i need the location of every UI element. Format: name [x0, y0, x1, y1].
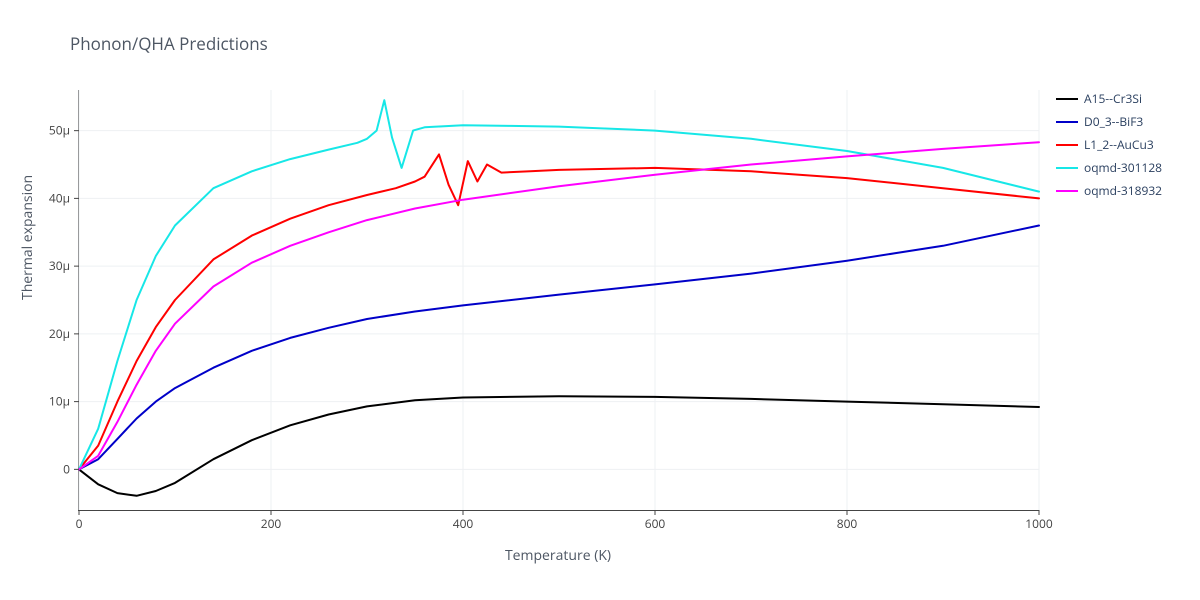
legend-item[interactable]: L1_2--AuCu3 [1056, 136, 1162, 153]
x-tick-label: 0 [76, 515, 83, 532]
x-tick-label: 200 [261, 515, 282, 532]
legend-item[interactable]: A15--Cr3Si [1056, 90, 1162, 107]
series-line[interactable] [79, 154, 1039, 469]
legend-swatch [1056, 98, 1078, 100]
legend-label: A15--Cr3Si [1084, 90, 1142, 107]
plot-area[interactable]: 010μ20μ30μ40μ50μ 02004006008001000 [78, 90, 1039, 511]
y-axis-label: Thermal expansion [18, 175, 37, 300]
legend-item[interactable]: oqmd-301128 [1056, 159, 1162, 176]
legend: A15--Cr3Si D0_3--BiF3 L1_2--AuCu3 oqmd-3011… [1056, 90, 1162, 205]
legend-item[interactable]: D0_3--BiF3 [1056, 113, 1162, 130]
y-ticks: 0 10μ 20μ 30μ 40μ 50μ [49, 122, 79, 478]
x-axis-label: Temperature (K) [78, 546, 1038, 565]
y-tick-label: 30μ [49, 257, 70, 274]
x-tick-label: 600 [645, 515, 666, 532]
legend-swatch [1056, 167, 1078, 169]
legend-label: L1_2--AuCu3 [1084, 136, 1154, 153]
series-line[interactable] [79, 226, 1039, 470]
y-tick-label: 50μ [49, 122, 70, 139]
y-tick-label: 20μ [49, 325, 70, 342]
x-tick-label: 400 [453, 515, 474, 532]
y-tick-label: 0 [63, 460, 70, 477]
x-ticks: 0 200 400 600 800 1000 [76, 510, 1053, 532]
plot-svg: 010μ20μ30μ40μ50μ 02004006008001000 [79, 90, 1039, 510]
legend-swatch [1056, 190, 1078, 192]
legend-item[interactable]: oqmd-318932 [1056, 182, 1162, 199]
legend-swatch [1056, 144, 1078, 146]
x-tick-label: 1000 [1025, 515, 1053, 532]
legend-label: D0_3--BiF3 [1084, 113, 1143, 130]
series-group [79, 100, 1039, 496]
y-gridlines [79, 131, 1039, 470]
series-line[interactable] [79, 396, 1039, 496]
legend-label: oqmd-301128 [1084, 159, 1162, 176]
y-tick-label: 10μ [49, 393, 70, 410]
legend-swatch [1056, 121, 1078, 123]
x-tick-label: 800 [837, 515, 858, 532]
chart-container: Phonon/QHA Predictions Thermal expansion… [0, 0, 1200, 600]
legend-label: oqmd-318932 [1084, 182, 1162, 199]
chart-title: Phonon/QHA Predictions [70, 32, 268, 55]
y-tick-label: 40μ [49, 189, 70, 206]
series-line[interactable] [79, 100, 1039, 469]
series-line[interactable] [79, 142, 1039, 469]
